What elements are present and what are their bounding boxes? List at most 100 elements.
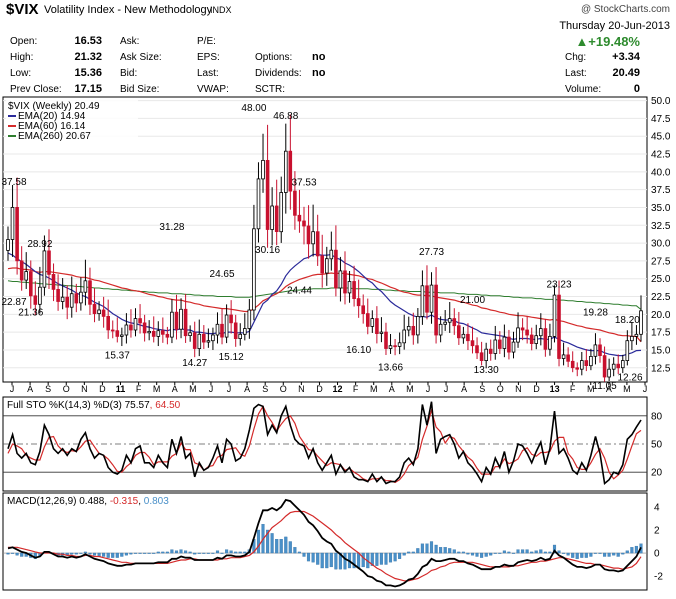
candle-body	[584, 360, 589, 367]
exchange: INDX	[210, 5, 232, 15]
quote-value: no	[312, 51, 326, 63]
histogram-bar	[20, 552, 24, 557]
histogram-bar	[557, 550, 561, 554]
price-annotation: 21.36	[18, 308, 43, 319]
candle-body	[338, 270, 343, 289]
candle-body	[129, 324, 133, 331]
candle-body	[425, 285, 429, 313]
month-label: N	[298, 384, 305, 394]
histogram-bar	[329, 552, 333, 568]
candle-body	[324, 258, 329, 274]
candle-body	[502, 336, 507, 349]
price-panel-title: $VIX (Weekly) 20.49	[8, 101, 100, 112]
histogram-bar	[288, 541, 292, 554]
candle-body	[124, 324, 129, 336]
quote-label: Open:	[10, 36, 37, 47]
candle-body	[33, 295, 38, 305]
candle-body	[456, 325, 461, 339]
histogram-bar	[516, 549, 520, 554]
histogram-bar	[398, 552, 402, 559]
histogram-bar	[416, 548, 420, 554]
candle-body	[379, 331, 384, 334]
price-annotation: 30.16	[255, 245, 280, 256]
histogram-bar	[174, 550, 179, 554]
month-label: J	[209, 384, 214, 394]
copyright: @ StockCharts.com	[581, 4, 670, 15]
candle-body	[602, 355, 607, 378]
candle-body	[274, 205, 279, 233]
histogram-bar	[502, 550, 506, 554]
price-annotation: 24.44	[287, 286, 312, 297]
histogram-bar	[15, 552, 19, 556]
candle-body	[639, 310, 643, 335]
stochastic-title: Full STO %K(14,3) %D(3) 75.57, 64.50	[7, 400, 181, 411]
histogram-bar	[411, 551, 415, 554]
candle-body	[384, 331, 388, 349]
sto-label-sep: ,	[150, 400, 156, 411]
month-label: N	[81, 384, 88, 394]
quote-value: 0	[634, 83, 640, 95]
macd-label-signal: -0.315	[110, 496, 139, 507]
histogram-bar	[525, 549, 529, 554]
month-label: J	[426, 384, 431, 394]
month-label: A	[606, 384, 612, 394]
candle-body	[630, 335, 634, 342]
quote-label: Last:	[565, 68, 587, 79]
quote-label: Dividends:	[255, 68, 302, 79]
histogram-bar	[102, 552, 106, 557]
histogram-bar	[470, 552, 475, 556]
candle-body	[306, 225, 311, 245]
histogram-bar	[511, 552, 516, 554]
candle-body	[192, 332, 197, 349]
histogram-bar	[124, 552, 128, 556]
candle-body	[233, 322, 238, 339]
candle-body	[201, 333, 206, 343]
histogram-bar	[206, 552, 210, 554]
month-label: F	[570, 384, 576, 394]
stochastic-k-line	[7, 401, 642, 486]
price-tick-label: 22.5	[651, 292, 671, 303]
histogram-bar	[238, 551, 242, 554]
quote-value: 21.32	[74, 51, 102, 63]
histogram-bar	[88, 552, 92, 555]
price-tick-label: 30.0	[651, 239, 671, 250]
candle-body	[570, 360, 575, 369]
macd-label-bg	[5, 494, 230, 507]
candle-body	[452, 318, 457, 327]
month-label: 13	[550, 384, 560, 394]
candle-body	[334, 249, 338, 289]
histogram-bar	[475, 552, 479, 557]
macd-label-sep2: ,	[138, 496, 144, 507]
month-label: J	[444, 384, 449, 394]
quote-value: 20.49	[612, 67, 640, 79]
macd-label-hist: 0.803	[144, 496, 169, 507]
candle-body	[138, 318, 142, 324]
histogram-bar	[111, 552, 115, 558]
price-tick-label: 47.5	[651, 114, 671, 125]
candle-body	[56, 288, 60, 302]
histogram-bar	[152, 552, 156, 554]
candle-body	[470, 340, 475, 347]
price-annotation: 46.88	[273, 111, 298, 122]
security-name: Volatility Index - New Methodology	[44, 4, 213, 16]
quote-label: Options:	[255, 52, 292, 63]
candle-body	[589, 355, 593, 367]
macd-tick-label: -2	[654, 572, 663, 583]
candle-body	[397, 342, 402, 347]
quote-value: 15.36	[74, 67, 102, 79]
histogram-bar	[607, 552, 611, 557]
macd-panel	[2, 492, 648, 591]
candle-body	[561, 354, 566, 359]
macd-signal-line	[8, 510, 642, 582]
price-tick-label: 45.0	[651, 132, 671, 143]
price-tick-label: 15.0	[651, 345, 671, 356]
price-annotation: 48.00	[241, 103, 266, 114]
candle-body	[356, 298, 361, 307]
candle-body	[329, 249, 334, 260]
histogram-bar	[434, 544, 438, 554]
quote-label: Bid:	[120, 68, 137, 79]
candle-body	[557, 294, 561, 359]
quote-label: Bid Size:	[120, 84, 159, 95]
candle-body	[10, 206, 15, 240]
price-annotation: 14.27	[182, 358, 207, 369]
